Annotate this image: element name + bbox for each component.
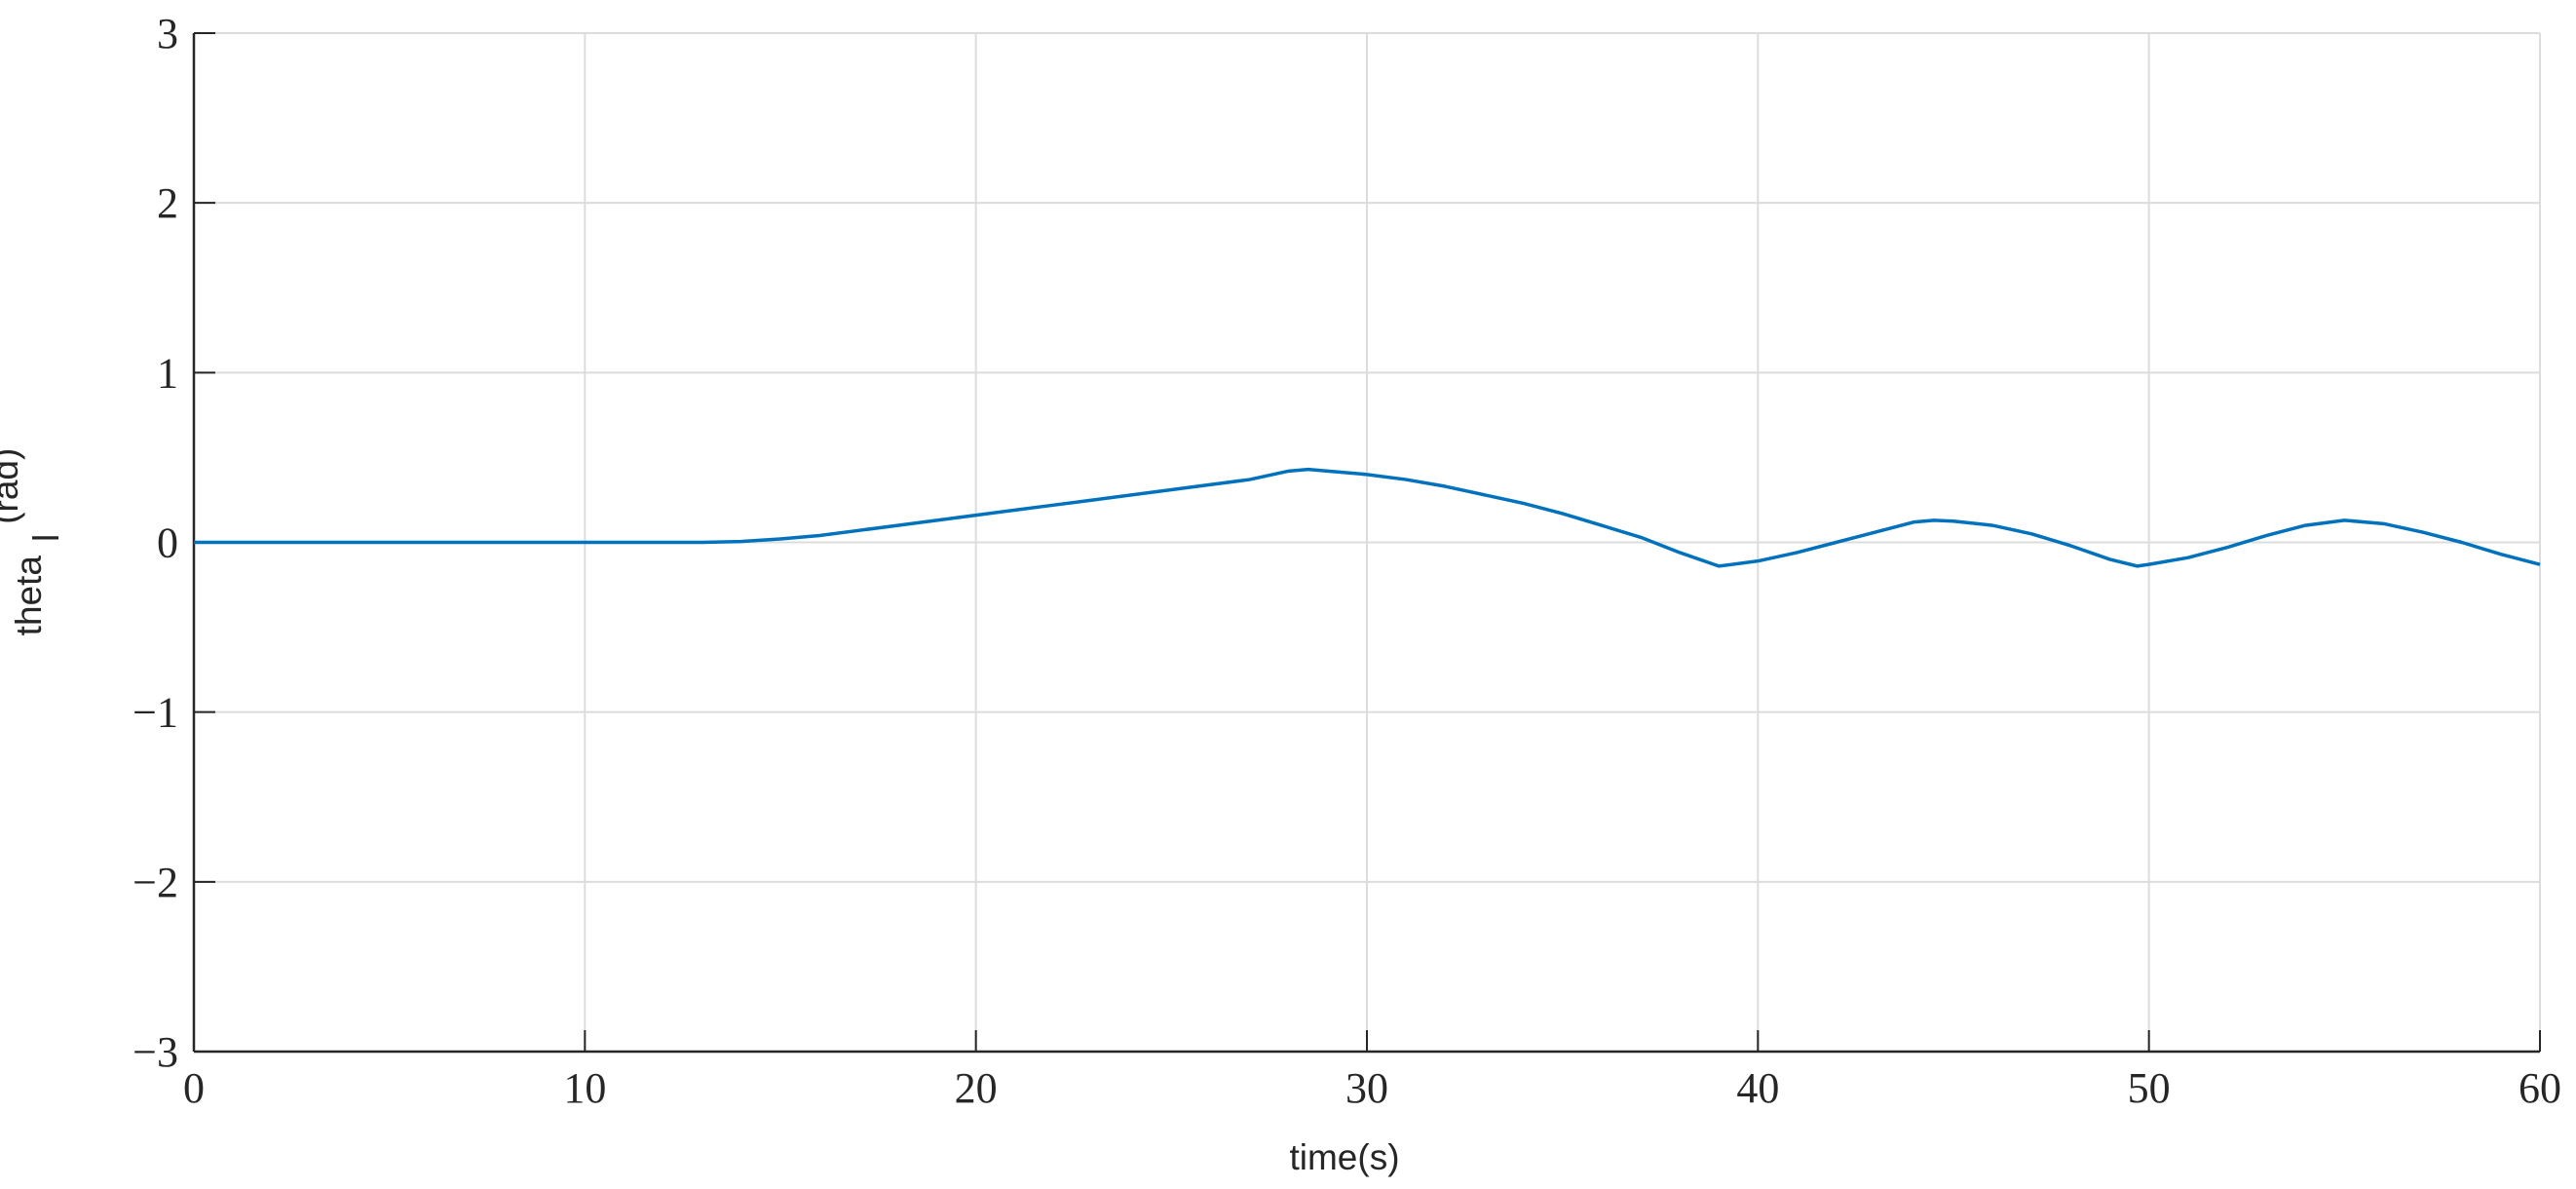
y-tick-label: 1 [157,349,178,397]
x-tick-label: 50 [2128,1064,2171,1112]
y-axis-label-unit: (rad) [0,448,25,524]
x-tick-label: 40 [1736,1064,1779,1112]
x-tick-label: 20 [955,1064,998,1112]
x-tick-label: 60 [2519,1064,2561,1112]
data-line [194,467,2541,568]
y-axis-label-main: theta [9,556,49,636]
y-tick-label: 0 [157,519,178,567]
x-axis-label: time(s) [1289,1137,1399,1177]
x-tick-label: 0 [183,1064,205,1112]
x-tick-label: 10 [563,1064,606,1112]
y-tick-label: −1 [133,689,178,737]
y-tick-label: −3 [133,1028,178,1076]
y-tick-label: 2 [157,179,178,227]
y-tick-label: −2 [133,859,178,906]
y-axis-label-sub: l [26,534,66,542]
x-tick-label: 30 [1345,1064,1388,1112]
y-tick-label: 3 [157,10,178,58]
y-axis-label: theta l (rad) [0,448,66,636]
